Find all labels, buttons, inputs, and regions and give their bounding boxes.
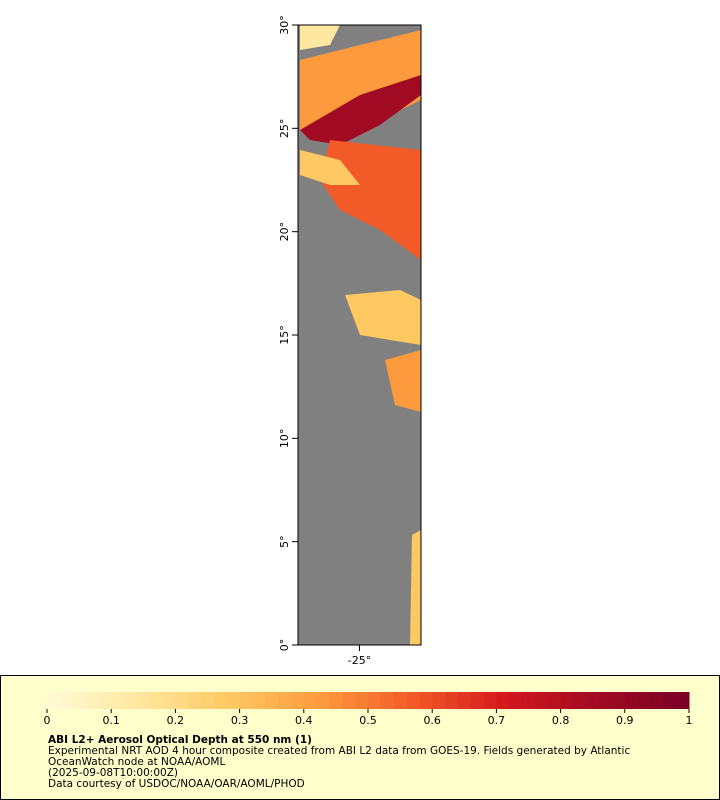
y-tick-label: 15° bbox=[278, 325, 291, 345]
colorbar-cell bbox=[188, 692, 202, 709]
colorbar-cell bbox=[316, 692, 330, 709]
colorbar-cell bbox=[470, 692, 485, 709]
colorbar-cell bbox=[342, 692, 356, 709]
colorbar-cell bbox=[175, 692, 189, 709]
colorbar-cell bbox=[663, 692, 677, 709]
colorbar-tick-label: 0 bbox=[44, 714, 51, 727]
colorbar-cell bbox=[290, 692, 305, 709]
aerosol-area bbox=[300, 150, 360, 185]
x-tick-label: -25° bbox=[348, 654, 371, 667]
colorbar-cell bbox=[445, 692, 459, 709]
colorbar-cell bbox=[650, 692, 664, 709]
colorbar-cell bbox=[509, 692, 523, 709]
colorbar-cell bbox=[72, 692, 87, 709]
aerosol-area bbox=[300, 75, 421, 145]
colorbar-cell bbox=[624, 692, 639, 709]
colorbar-cell bbox=[213, 692, 228, 709]
colorbar-cell bbox=[406, 692, 420, 709]
colorbar-cell bbox=[239, 692, 253, 709]
colorbar-cell bbox=[226, 692, 241, 709]
colorbar-cell bbox=[59, 692, 74, 709]
colorbar-tick-label: 0.2 bbox=[167, 714, 185, 727]
colorbar-cell bbox=[162, 692, 176, 709]
legend-line: Data courtesy of USDOC/NOAA/OAR/AOML/PHO… bbox=[48, 778, 305, 790]
colorbar-cell bbox=[111, 692, 125, 709]
colorbar-tick-label: 0.6 bbox=[423, 714, 441, 727]
colorbar-cell bbox=[303, 692, 318, 709]
colorbar-cell bbox=[419, 692, 433, 709]
colorbar-tick-label: 0.4 bbox=[295, 714, 313, 727]
legend-title: ABI L2+ Aerosol Optical Depth at 550 nm … bbox=[48, 734, 312, 746]
colorbar-cell bbox=[560, 692, 574, 709]
colorbar-tick-label: 0.5 bbox=[359, 714, 377, 727]
colorbar-cell bbox=[201, 692, 215, 709]
colorbar-cell bbox=[496, 692, 510, 709]
colorbar-cell bbox=[534, 692, 549, 709]
colorbar-cell bbox=[124, 692, 138, 709]
y-tick-label: 25° bbox=[278, 119, 291, 139]
colorbar-tick-label: 1 bbox=[686, 714, 693, 727]
colorbar-cell bbox=[599, 692, 613, 709]
aerosol-area bbox=[300, 25, 340, 50]
colorbar-cell bbox=[136, 692, 151, 709]
colorbar-tick-label: 0.7 bbox=[488, 714, 506, 727]
colorbar-cell bbox=[457, 692, 472, 709]
colorbar-cell bbox=[547, 692, 562, 709]
colorbar-cell bbox=[329, 692, 343, 709]
colorbar-tick-label: 0.1 bbox=[102, 714, 120, 727]
y-tick-label: 30° bbox=[278, 15, 291, 35]
colorbar-cell bbox=[637, 692, 651, 709]
colorbar-cell bbox=[265, 692, 279, 709]
colorbar-cell bbox=[380, 692, 395, 709]
legend-line: OceanWatch node at NOAA/AOML bbox=[48, 756, 225, 768]
y-tick-label: 5° bbox=[278, 535, 291, 548]
colorbar-cell bbox=[149, 692, 164, 709]
aerosol-area bbox=[385, 350, 421, 412]
colorbar-cell bbox=[611, 692, 626, 709]
colorbar-cell bbox=[573, 692, 587, 709]
colorbar-cell bbox=[85, 692, 99, 709]
colorbar-cell bbox=[355, 692, 369, 709]
colorbar-cell bbox=[252, 692, 266, 709]
colorbar-cell bbox=[278, 692, 292, 709]
colorbar-cell bbox=[393, 692, 408, 709]
colorbar-tick-label: 0.8 bbox=[552, 714, 570, 727]
colorbar-cell bbox=[98, 692, 112, 709]
colorbar-cell bbox=[432, 692, 446, 709]
colorbar-cell bbox=[522, 692, 536, 709]
colorbar-cell bbox=[676, 692, 690, 709]
aerosol-area bbox=[410, 530, 421, 645]
colorbar-cell bbox=[47, 692, 61, 709]
map bbox=[297, 24, 422, 646]
colorbar-tick-label: 0.3 bbox=[231, 714, 249, 727]
y-tick-label: 0° bbox=[278, 639, 291, 652]
colorbar-cell bbox=[483, 692, 497, 709]
legend-line: Experimental NRT AOD 4 hour composite cr… bbox=[48, 745, 630, 757]
y-tick-label: 10° bbox=[278, 429, 291, 449]
colorbar: 0 0.1 0.2 0.3 0.4 0.5 0.6 0.7 0.8 0.9 1 bbox=[44, 692, 693, 727]
colorbar-tick-label: 0.9 bbox=[616, 714, 634, 727]
colorbar-cell bbox=[368, 692, 382, 709]
y-tick-label: 20° bbox=[278, 222, 291, 242]
legend-line: (2025-09-08T10:00:00Z) bbox=[48, 767, 178, 779]
colorbar-cell bbox=[586, 692, 600, 709]
aerosol-area bbox=[345, 290, 421, 345]
